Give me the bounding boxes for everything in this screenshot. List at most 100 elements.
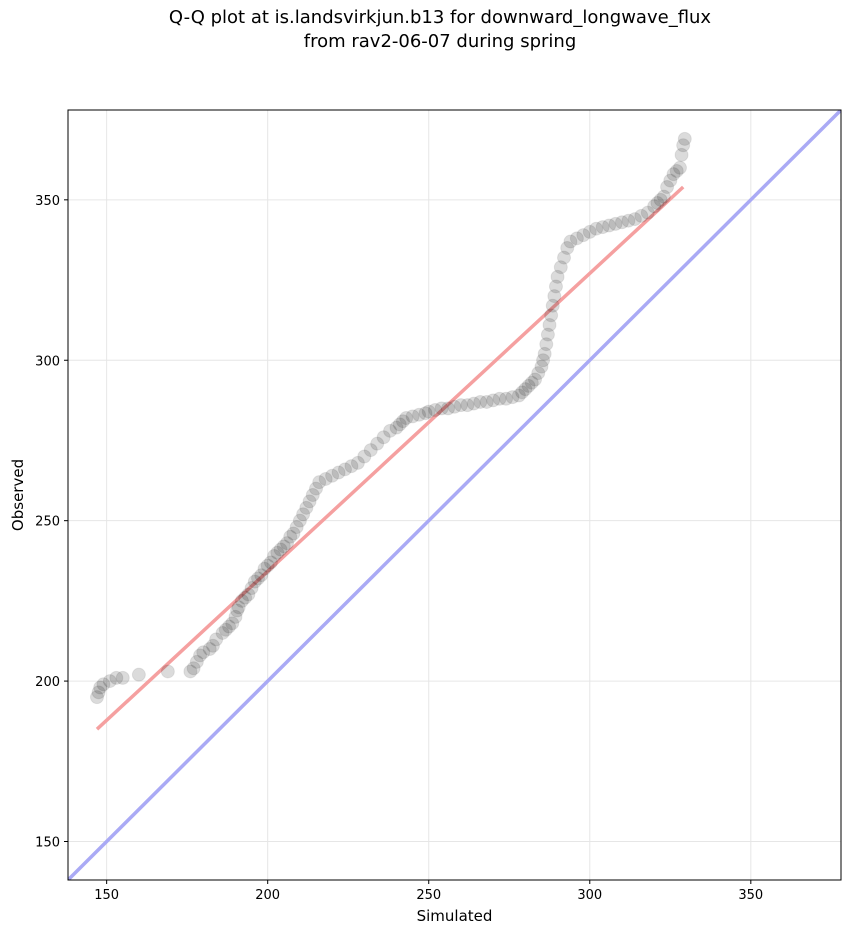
data-point (299, 500, 314, 515)
data-point (102, 674, 117, 689)
data-point (441, 401, 456, 416)
data-point (548, 279, 563, 294)
data-point (280, 536, 295, 551)
data-point (96, 677, 111, 692)
x-tick-label: 300 (577, 888, 602, 903)
data-point (196, 645, 211, 660)
grid (68, 110, 841, 880)
data-point (405, 409, 420, 424)
data-point (389, 420, 404, 435)
data-point (563, 234, 578, 249)
data-point (270, 545, 285, 560)
data-point (536, 353, 551, 368)
data-point (515, 385, 530, 400)
data-point (614, 215, 629, 230)
data-point (254, 568, 269, 583)
data-point (660, 180, 675, 194)
data-point (534, 359, 549, 374)
data-point (257, 561, 272, 576)
data-point (183, 664, 198, 679)
data-point (325, 468, 340, 483)
data-point (234, 593, 249, 608)
data-point (428, 402, 443, 417)
data-point (473, 394, 488, 409)
data-point (357, 449, 372, 464)
data-point (395, 414, 410, 429)
data-point (230, 603, 245, 618)
x-tick-label: 150 (94, 888, 119, 903)
data-point (205, 638, 220, 653)
x-tick-label: 200 (255, 888, 280, 903)
data-point (547, 289, 562, 304)
y-tick-label: 300 (35, 354, 60, 369)
y-tick-label: 350 (35, 194, 60, 209)
data-point (550, 269, 565, 284)
data-point (479, 394, 494, 409)
data-point (569, 231, 584, 246)
data-point (669, 163, 684, 178)
data-point (602, 218, 617, 233)
data-point (542, 317, 557, 332)
data-point (305, 488, 320, 502)
data-point (466, 396, 481, 411)
data-point (505, 390, 520, 405)
data-point (540, 327, 555, 342)
data-point (241, 587, 256, 602)
data-point (283, 529, 298, 544)
data-point (267, 548, 282, 563)
data-point (350, 455, 365, 470)
data-point (383, 423, 398, 438)
data-point (289, 520, 304, 535)
data-point (292, 513, 307, 528)
data-point (247, 574, 262, 589)
data-point (453, 398, 468, 413)
fit-line (95, 185, 685, 731)
data-point (399, 411, 414, 425)
data-point (539, 337, 554, 352)
chart-title-line-2: from rav2-06-07 during spring (303, 31, 577, 52)
data-point (621, 213, 636, 228)
ticks: 150 200 250 300 350 150 200 250 300 350 (35, 194, 763, 903)
data-point (499, 391, 514, 406)
data-point (418, 406, 433, 421)
data-point (634, 208, 649, 223)
data-point (647, 199, 662, 214)
data-point (276, 539, 291, 554)
data-point (460, 398, 475, 413)
points (89, 131, 692, 705)
data-point (486, 393, 501, 408)
data-point (244, 581, 259, 596)
data-point (492, 391, 507, 406)
data-point (238, 590, 253, 605)
data-point (337, 462, 352, 477)
data-point (89, 690, 104, 705)
data-point (521, 378, 536, 393)
data-point (653, 192, 668, 207)
data-point (672, 160, 687, 175)
chart-title-line-1: Q-Q plot at is.landsvirkjun.b13 for down… (168, 7, 712, 28)
data-point (447, 399, 462, 414)
data-point (160, 664, 175, 679)
data-point (589, 221, 604, 236)
data-point (222, 619, 237, 634)
data-point (93, 680, 108, 695)
data-point (412, 407, 427, 422)
data-point (674, 147, 689, 162)
data-point (676, 138, 691, 153)
data-point (582, 224, 597, 239)
data-point (434, 401, 449, 416)
data-point (363, 443, 378, 458)
data-point (218, 622, 233, 637)
data-point (524, 375, 539, 390)
data-point (302, 494, 317, 509)
data-point (518, 382, 533, 397)
data-point (640, 205, 655, 220)
data-point (209, 632, 224, 647)
data-point (215, 625, 230, 640)
data-point (531, 366, 546, 381)
data-point (312, 475, 327, 490)
data-point (537, 346, 552, 361)
data-point (91, 685, 106, 700)
data-point (344, 459, 359, 474)
data-point (627, 212, 642, 227)
